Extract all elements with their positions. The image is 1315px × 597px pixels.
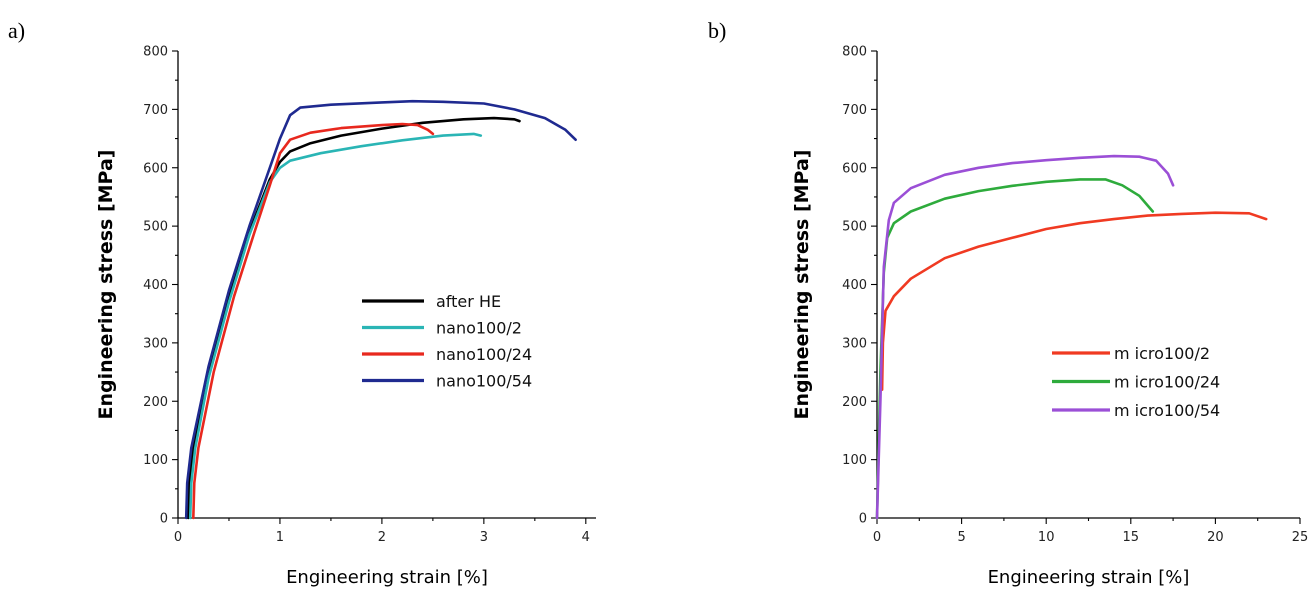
legend-label: nano100/2	[436, 319, 522, 338]
legend-label: nano100/54	[436, 372, 532, 391]
x-tick-label: 15	[1123, 530, 1140, 545]
panel-b-label: b)	[708, 18, 726, 43]
x-tick-label: 25	[1292, 530, 1309, 545]
series-line-0	[880, 211, 1268, 391]
panel-a-chart: a) 0 100 200 300 400 500 600 700 800 0 1 2 3 4 Enginee…	[8, 18, 596, 588]
y-tick-label: 0	[859, 512, 867, 527]
x-axis-label: Engineering strain [%]	[286, 567, 488, 588]
y-tick-label: 400	[143, 278, 168, 293]
panel-a-label: a)	[8, 18, 25, 43]
y-tick-label: 700	[842, 103, 867, 118]
series-line-0	[186, 116, 521, 520]
y-tick-label: 200	[143, 395, 168, 410]
x-tick-label: 10	[1038, 530, 1055, 545]
y-tick-label: 300	[842, 336, 867, 351]
legend-label: after HE	[436, 292, 501, 311]
y-tick-label: 600	[842, 161, 867, 176]
y-tick-label: 100	[143, 453, 168, 468]
x-tick-label: 0	[174, 530, 182, 545]
x-tick-label: 5	[957, 530, 965, 545]
legend-label: m icro100/24	[1114, 373, 1220, 392]
y-axis-label: Engineering stress [MPa]	[95, 150, 117, 420]
x-tick-label: 1	[276, 530, 284, 545]
y-axis-label: Engineering stress [MPa]	[791, 150, 813, 420]
y-tick-label: 800	[143, 45, 168, 60]
series-line-3	[184, 99, 577, 520]
y-tick-label: 800	[842, 45, 867, 60]
y-tick-label: 500	[842, 220, 867, 235]
series-line-2	[875, 154, 1175, 520]
x-axis-label: Engineering strain [%]	[988, 567, 1190, 588]
y-tick-label: 400	[842, 278, 867, 293]
legend-label: m icro100/2	[1114, 344, 1210, 363]
x-tick-label: 0	[873, 530, 881, 545]
y-tick-label: 100	[842, 453, 867, 468]
legend-label: m icro100/54	[1114, 401, 1220, 420]
y-tick-label: 200	[842, 395, 867, 410]
x-tick-label: 4	[582, 530, 590, 545]
x-tick-label: 2	[378, 530, 386, 545]
x-tick-label: 20	[1207, 530, 1224, 545]
y-tick-label: 300	[143, 336, 168, 351]
series-line-1	[188, 132, 483, 520]
series-line-2	[192, 122, 435, 520]
legend-label: nano100/24	[436, 345, 532, 364]
panel-b-chart: b) 0 100 200 300 400 500 600 700 800 0 5 10 15 20 25 En…	[708, 18, 1308, 588]
y-tick-label: 500	[143, 220, 168, 235]
x-tick-label: 3	[480, 530, 488, 545]
series-line-1	[875, 178, 1155, 520]
y-tick-label: 600	[143, 161, 168, 176]
y-tick-label: 700	[143, 103, 168, 118]
y-tick-label: 0	[160, 512, 168, 527]
